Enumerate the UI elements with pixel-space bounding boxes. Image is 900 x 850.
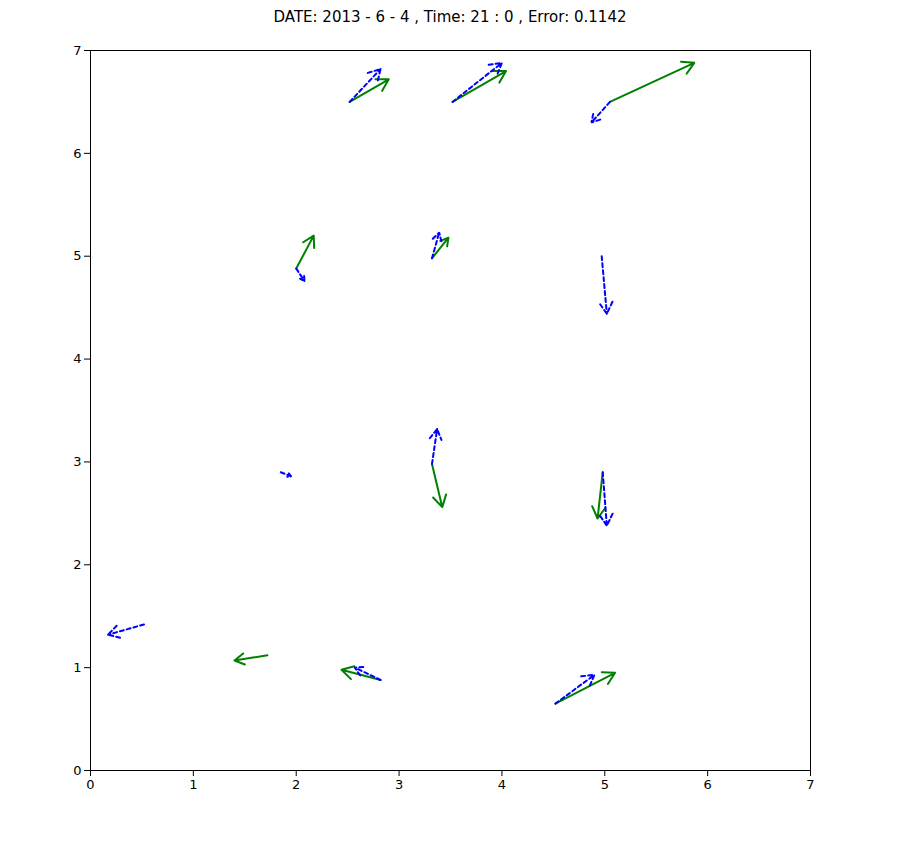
svg-text:3: 3 (395, 777, 403, 792)
svg-text:6: 6 (73, 146, 81, 161)
svg-text:4: 4 (73, 351, 81, 366)
svg-text:2: 2 (73, 557, 81, 572)
svg-text:5: 5 (601, 777, 609, 792)
svg-text:4: 4 (498, 777, 506, 792)
svg-text:1: 1 (189, 777, 197, 792)
svg-text:7: 7 (73, 43, 81, 58)
svg-text:7: 7 (806, 777, 814, 792)
svg-text:0: 0 (73, 763, 81, 778)
svg-text:1: 1 (73, 660, 81, 675)
svg-text:2: 2 (292, 777, 300, 792)
html-text:DATE: 2013 - 6 - 4 , Time: 21: DATE: 2013 - 6 - 4 , Time: 21 : 0 , Erro… (273, 8, 627, 26)
svg-text:0: 0 (86, 777, 94, 792)
svg-text:6: 6 (704, 777, 712, 792)
svg-text:5: 5 (73, 248, 81, 263)
svg-text:3: 3 (73, 454, 81, 469)
